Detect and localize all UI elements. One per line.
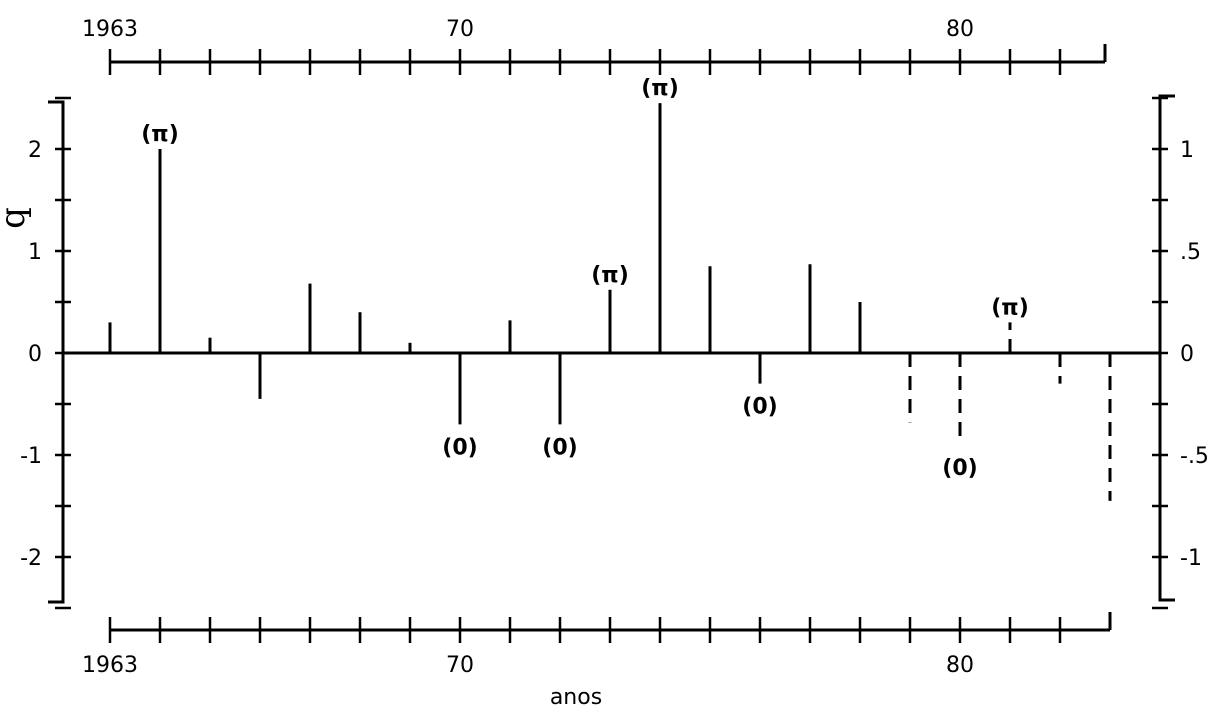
- left-value-tick-label: 2: [28, 138, 42, 163]
- left-value-tick-label: 1: [28, 240, 42, 265]
- bottom-year-tick-label: 70: [446, 653, 474, 678]
- axis-ticks: [55, 49, 1168, 643]
- right-value-tick-label: -.5: [1180, 444, 1209, 469]
- bottom-year-tick-label: 1963: [82, 653, 138, 678]
- right-value-tick-label: 0: [1180, 342, 1194, 367]
- tick-labels: 1963 70 80 1963 70 80 2 1 0 -1 -2 1 .5 0 -.5 -1: [20, 17, 1209, 678]
- left-value-tick-label: 0: [28, 342, 42, 367]
- bars: [108, 103, 1112, 501]
- top-year-tick-label: 80: [946, 17, 974, 42]
- bottom-year-tick-label: 80: [946, 653, 974, 678]
- right-value-tick-label: .5: [1180, 240, 1201, 265]
- top-year-tick-label: 70: [446, 17, 474, 42]
- right-value-tick-label: 1: [1180, 138, 1194, 163]
- top-year-tick-label: 1963: [82, 17, 138, 42]
- left-value-tick-label: -2: [20, 546, 42, 571]
- bar-annotation: (0): [442, 435, 477, 460]
- x-axis-label: anos: [550, 685, 602, 710]
- bar-annotation: (0): [942, 456, 977, 481]
- right-value-tick-label: -1: [1180, 546, 1202, 571]
- annotations: (π) (π) (π) (π) (0) (0) (0) (0): [141, 76, 1029, 481]
- bar-annotation: (0): [542, 435, 577, 460]
- bar-annotation: (0): [742, 395, 777, 420]
- bar-annotation: (π): [141, 122, 179, 147]
- right-value-axis: [1158, 94, 1175, 602]
- bar-annotation: (π): [641, 76, 679, 101]
- y-axis-label: q: [0, 207, 33, 229]
- bar-annotation: (π): [591, 263, 629, 288]
- bar-annotation: (π): [991, 295, 1029, 320]
- left-value-tick-label: -1: [20, 444, 42, 469]
